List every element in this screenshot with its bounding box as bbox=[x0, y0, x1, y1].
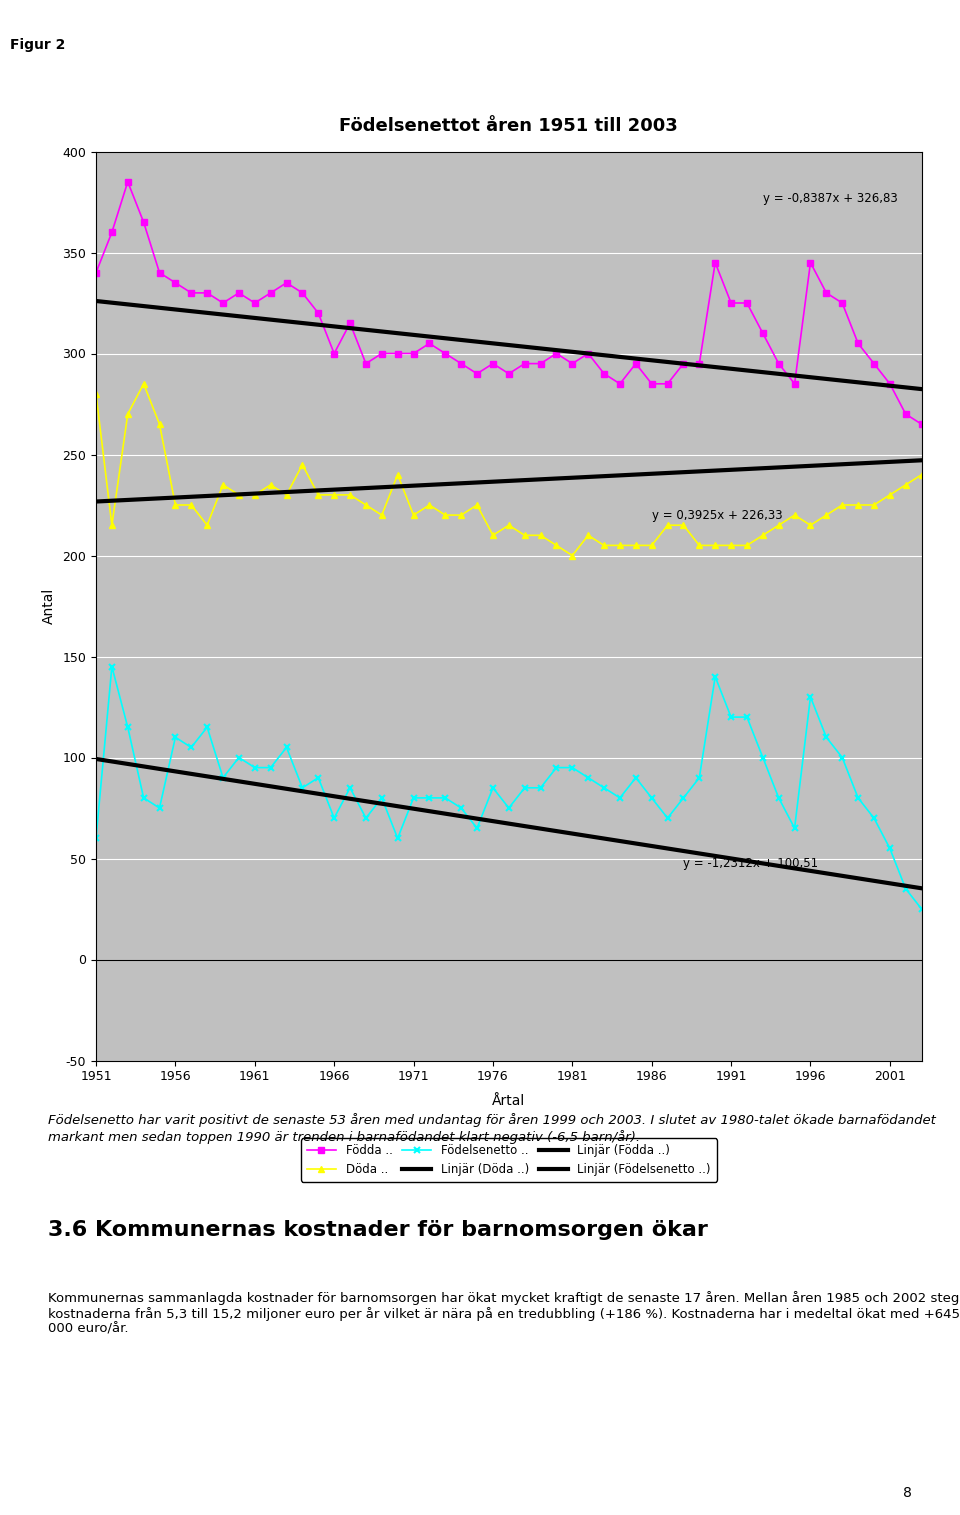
Legend: Födda .., Döda .., Födelsenetto .., Linjär (Döda ..), Linjär (Födda ..), Linjär : Födda .., Döda .., Födelsenetto .., Linj… bbox=[300, 1138, 717, 1182]
Text: 3.6 Kommunernas kostnader för barnomsorgen ökar: 3.6 Kommunernas kostnader för barnomsorg… bbox=[48, 1220, 708, 1239]
Text: y = -1,2312x + 100,51: y = -1,2312x + 100,51 bbox=[684, 856, 819, 870]
Text: Födelsenetto har varit positivt de senaste 53 åren med undantag för åren 1999 oc: Födelsenetto har varit positivt de senas… bbox=[48, 1114, 936, 1144]
Text: Kommunernas sammanlagda kostnader för barnomsorgen har ökat mycket kraftigt de s: Kommunernas sammanlagda kostnader för ba… bbox=[48, 1291, 960, 1336]
Text: y = -0,8387x + 326,83: y = -0,8387x + 326,83 bbox=[763, 192, 898, 205]
Text: y = 0,3925x + 226,33: y = 0,3925x + 226,33 bbox=[652, 509, 782, 523]
Text: Figur 2: Figur 2 bbox=[10, 38, 65, 52]
Text: 8: 8 bbox=[903, 1486, 912, 1500]
X-axis label: Årtal: Årtal bbox=[492, 1094, 525, 1109]
Y-axis label: Antal: Antal bbox=[41, 588, 56, 624]
Title: Födelsenettot åren 1951 till 2003: Födelsenettot åren 1951 till 2003 bbox=[340, 117, 678, 135]
